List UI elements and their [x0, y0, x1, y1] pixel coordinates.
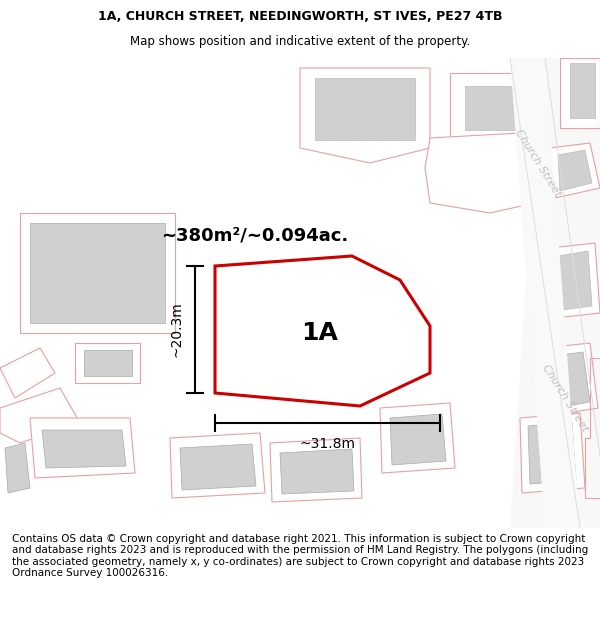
Polygon shape	[380, 403, 455, 473]
Polygon shape	[510, 58, 600, 528]
Polygon shape	[450, 73, 530, 143]
Text: ~31.8m: ~31.8m	[299, 437, 355, 451]
Polygon shape	[215, 256, 430, 406]
Polygon shape	[75, 343, 140, 383]
Polygon shape	[30, 223, 165, 323]
Polygon shape	[465, 86, 515, 130]
Text: Map shows position and indicative extent of the property.: Map shows position and indicative extent…	[130, 35, 470, 48]
Polygon shape	[550, 243, 600, 318]
Polygon shape	[570, 63, 595, 118]
Polygon shape	[30, 418, 135, 478]
Polygon shape	[558, 251, 592, 310]
Polygon shape	[180, 444, 256, 490]
Text: Church Street: Church Street	[513, 127, 563, 198]
Polygon shape	[560, 58, 600, 128]
Polygon shape	[280, 449, 354, 494]
Polygon shape	[550, 143, 600, 198]
Polygon shape	[5, 443, 30, 493]
Polygon shape	[510, 58, 580, 528]
Text: Church Street: Church Street	[540, 362, 590, 433]
Polygon shape	[270, 438, 362, 502]
Text: 1A: 1A	[302, 321, 338, 345]
Polygon shape	[42, 430, 126, 468]
Polygon shape	[300, 68, 430, 163]
Polygon shape	[520, 413, 585, 493]
Polygon shape	[84, 350, 132, 376]
Polygon shape	[553, 352, 590, 408]
Polygon shape	[425, 133, 535, 213]
Polygon shape	[170, 433, 265, 498]
Text: ~380m²/~0.094ac.: ~380m²/~0.094ac.	[161, 227, 349, 245]
Text: ~20.3m: ~20.3m	[169, 302, 183, 358]
Polygon shape	[558, 150, 592, 191]
Text: Contains OS data © Crown copyright and database right 2021. This information is : Contains OS data © Crown copyright and d…	[12, 534, 588, 579]
Polygon shape	[528, 422, 576, 484]
Polygon shape	[545, 343, 598, 416]
Polygon shape	[20, 213, 175, 333]
Text: 1A, CHURCH STREET, NEEDINGWORTH, ST IVES, PE27 4TB: 1A, CHURCH STREET, NEEDINGWORTH, ST IVES…	[98, 10, 502, 23]
Polygon shape	[315, 78, 415, 140]
Polygon shape	[390, 414, 446, 465]
